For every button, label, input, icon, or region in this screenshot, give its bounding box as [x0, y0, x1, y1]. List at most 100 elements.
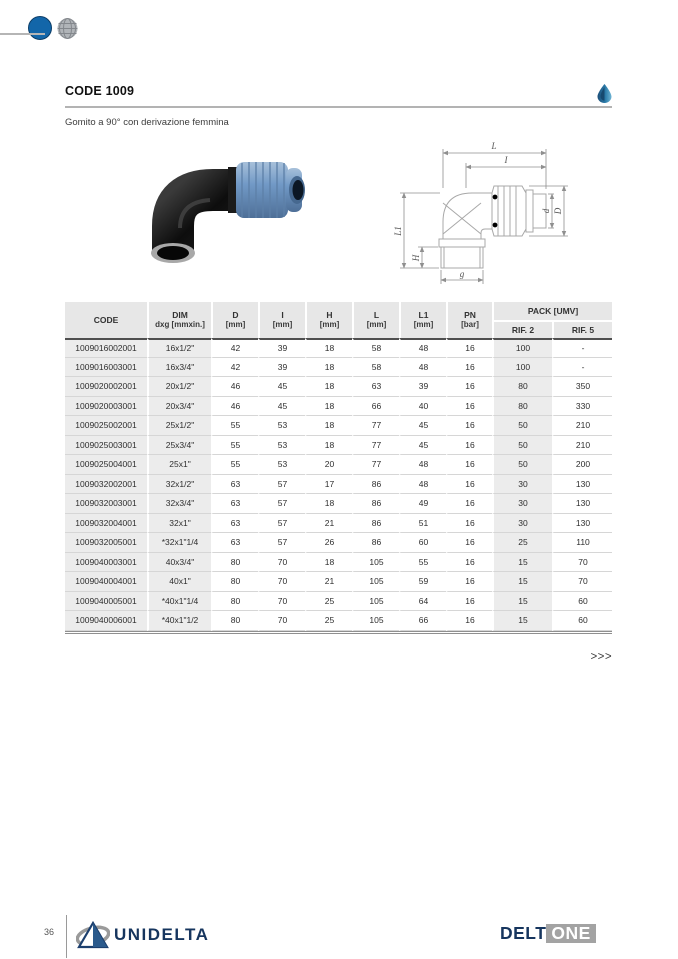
dim-label-d: d: [541, 208, 551, 213]
cell-value: 18: [305, 357, 352, 377]
cell-code: 1009020003001: [65, 396, 147, 416]
cell-code: 1009025003001: [65, 435, 147, 455]
cell-value: *40x1"1/2: [147, 611, 211, 631]
cell-value: 16x3/4": [147, 357, 211, 377]
col-header-pn: PN [bar]: [446, 302, 492, 338]
cell-value: 46: [211, 377, 258, 397]
cell-value: 25x1/2": [147, 416, 211, 436]
cell-value: 350: [552, 377, 612, 397]
page-title: CODE 1009: [65, 84, 135, 98]
cell-value: 64: [399, 591, 446, 611]
cell-value: 66: [352, 396, 399, 416]
deltone-logo: DELT ONE: [500, 923, 596, 944]
cell-value: 21: [305, 572, 352, 592]
cell-value: 15: [492, 572, 552, 592]
cell-value: 16: [446, 533, 492, 553]
cell-value: 57: [258, 474, 305, 494]
cell-value: 18: [305, 494, 352, 514]
cell-value: 50: [492, 435, 552, 455]
cell-value: 18: [305, 435, 352, 455]
cell-value: 60: [552, 591, 612, 611]
cell-value: 70: [258, 611, 305, 631]
cell-value: 80: [492, 396, 552, 416]
cell-value: 20: [305, 455, 352, 475]
cell-value: 63: [211, 474, 258, 494]
title-rule: [65, 106, 612, 108]
cell-value: 59: [399, 572, 446, 592]
cell-value: 15: [492, 611, 552, 631]
cell-value: 18: [305, 416, 352, 436]
cell-value: 16: [446, 494, 492, 514]
cell-value: 18: [305, 338, 352, 358]
cell-value: 70: [552, 572, 612, 592]
cell-code: 1009040006001: [65, 611, 147, 631]
cell-value: 16: [446, 377, 492, 397]
cell-value: 39: [258, 357, 305, 377]
cell-value: 32x1": [147, 513, 211, 533]
col-header-dim: DIM dxg [mmxin.]: [147, 302, 211, 338]
cell-value: 55: [211, 455, 258, 475]
cell-value: 86: [352, 533, 399, 553]
cell-value: 16x1/2": [147, 338, 211, 358]
cell-value: 30: [492, 474, 552, 494]
cell-value: 40x1": [147, 572, 211, 592]
cell-value: 53: [258, 455, 305, 475]
cell-value: 25x1": [147, 455, 211, 475]
cell-value: 200: [552, 455, 612, 475]
cell-value: 16: [446, 474, 492, 494]
dim-label-L: L: [490, 141, 496, 151]
cell-value: 105: [352, 572, 399, 592]
cell-value: -: [552, 338, 612, 358]
cell-value: 16: [446, 416, 492, 436]
cell-value: 16: [446, 513, 492, 533]
cell-value: 30: [492, 513, 552, 533]
cell-value: 46: [211, 396, 258, 416]
col-header-rif2: RIF. 2: [492, 322, 552, 338]
cell-value: 86: [352, 494, 399, 514]
cell-value: 70: [258, 552, 305, 572]
cell-value: 48: [399, 455, 446, 475]
cell-value: 210: [552, 435, 612, 455]
cell-value: 32x1/2": [147, 474, 211, 494]
cell-value: 58: [352, 357, 399, 377]
col-header-l1: L1 [mm]: [399, 302, 446, 338]
cell-value: 15: [492, 591, 552, 611]
cell-value: 80: [211, 552, 258, 572]
cell-value: 40: [399, 396, 446, 416]
cell-value: 48: [399, 474, 446, 494]
cell-code: 1009020002001: [65, 377, 147, 397]
cell-value: 100: [492, 338, 552, 358]
table-row: 1009040005001 *40x1"1/4 80 70 25 105 64 16 15 60: [65, 591, 612, 611]
cell-code: 1009025002001: [65, 416, 147, 436]
cell-value: 16: [446, 611, 492, 631]
dim-label-L1: L1: [393, 226, 403, 237]
table-row: 1009025004001 25x1" 55 53 20 77 48 16 50 200: [65, 455, 612, 475]
cell-value: 105: [352, 552, 399, 572]
cell-value: 25: [305, 611, 352, 631]
cell-value: 16: [446, 572, 492, 592]
unidelta-wordmark: UNIDELTA: [114, 925, 210, 944]
cell-value: 15: [492, 552, 552, 572]
cell-code: 1009016002001: [65, 338, 147, 358]
cell-value: 80: [211, 611, 258, 631]
table-row: 1009032005001 *32x1"1/4 63 57 26 86 60 16 25 110: [65, 533, 612, 553]
cell-code: 1009032004001: [65, 513, 147, 533]
cell-value: 105: [352, 591, 399, 611]
cell-value: 66: [399, 611, 446, 631]
cell-value: 50: [492, 416, 552, 436]
cell-value: 80: [492, 377, 552, 397]
cell-value: 18: [305, 377, 352, 397]
table-row: 1009040003001 40x3/4" 80 70 18 105 55 16 15 70: [65, 552, 612, 572]
cell-value: 20x3/4": [147, 396, 211, 416]
cell-value: 77: [352, 416, 399, 436]
dim-label-g: g: [460, 269, 465, 279]
table-row: 1009032002001 32x1/2" 63 57 17 86 48 16 30 130: [65, 474, 612, 494]
technical-drawing: L I d D L1 H g: [393, 141, 568, 284]
cell-value: 77: [352, 435, 399, 455]
deltone-wordmark-left: DELT: [500, 923, 547, 943]
table-row: 1009025002001 25x1/2" 55 53 18 77 45 16 50 210: [65, 416, 612, 436]
cell-code: 1009032002001: [65, 474, 147, 494]
cell-value: 80: [211, 572, 258, 592]
table-body: 1009016002001 16x1/2" 42 39 18 58 48 16 100-1009…: [65, 338, 612, 631]
cell-value: 70: [258, 572, 305, 592]
